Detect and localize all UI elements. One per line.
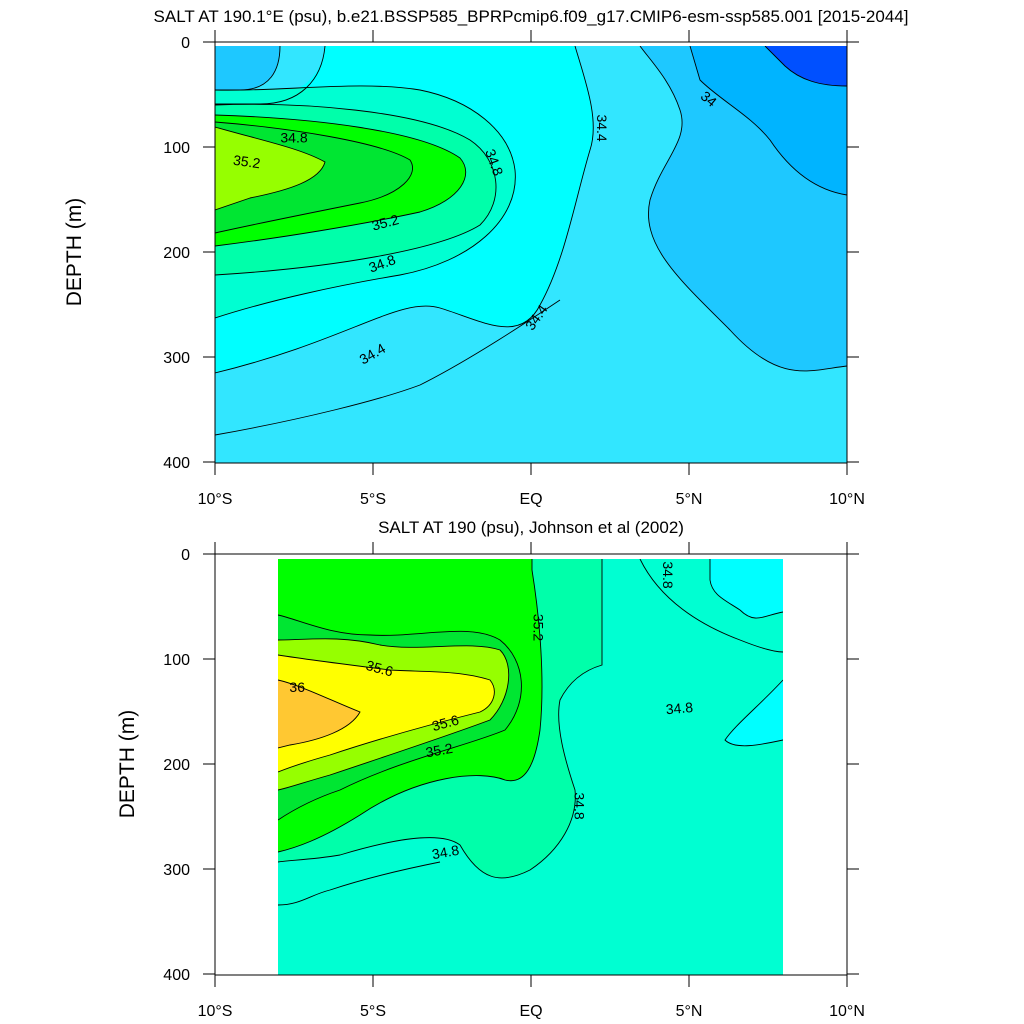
p2-contour — [709, 559, 783, 619]
p1-contour — [639, 46, 847, 372]
p1-xtick-label: 5°N — [676, 491, 703, 508]
p2-xtick-label: 5°S — [360, 1003, 386, 1020]
p1-xtick-label: 10°N — [829, 491, 865, 508]
p2-contour — [278, 638, 510, 791]
p2-region-0a — [710, 559, 783, 619]
contour-label: 35.2 — [424, 740, 454, 761]
p1-contour — [215, 46, 326, 105]
panel-2: SALT AT 190 (psu), Johnson et al (2002) — [116, 518, 865, 1020]
contour-label: 34.8 — [431, 842, 461, 863]
p2-ytick-label: 200 — [163, 757, 190, 774]
p2-contour — [278, 559, 603, 879]
p1-contour — [689, 46, 847, 196]
panel-2-contour-labels: 35.6 36 35.6 35.2 34.8 35.2 34.8 34.8 34.8 — [289, 561, 693, 862]
p1-ytick-label: 400 — [163, 455, 190, 472]
p1-xtick-label: 5°S — [360, 491, 386, 508]
p2-contour — [278, 614, 522, 821]
p1-region-9 — [215, 127, 325, 210]
p2-region-6 — [278, 655, 495, 772]
p1-region-2n — [690, 46, 847, 195]
p2-contour — [278, 654, 495, 773]
p1-region-1a — [215, 46, 280, 90]
p1-contour — [215, 121, 413, 234]
p2-xtick-label: 10°S — [198, 1003, 233, 1020]
p1-xtick-label: 10°S — [198, 491, 233, 508]
p2-ytick-label: 0 — [181, 547, 190, 564]
panel-1: SALT AT 190.1°E (psu), b.e21.BSSP585_BPR… — [63, 7, 908, 508]
p1-region-1n — [765, 46, 847, 86]
contour-label: 34.8 — [660, 561, 676, 588]
contour-label: 35.2 — [370, 211, 401, 234]
p2-ytick-label: 100 — [163, 652, 190, 669]
contour-label: 34.8 — [280, 129, 307, 145]
contour-label: 34.8 — [665, 699, 694, 717]
p1-contour — [215, 46, 281, 91]
contour-label: 35.6 — [364, 657, 395, 680]
contour-label: 36 — [289, 679, 305, 695]
panel-1-y-ticks — [203, 41, 859, 463]
p1-ytick-label: 200 — [163, 245, 190, 262]
contour-label: 34.4 — [594, 114, 610, 141]
p2-ytick-label: 400 — [163, 967, 190, 984]
p2-contour — [278, 861, 441, 906]
contour-label: 34.8 — [572, 792, 588, 819]
contour-label: 35.2 — [531, 614, 547, 641]
p2-contour — [639, 559, 783, 653]
p1-contour — [215, 46, 594, 374]
panel-2-plot — [278, 559, 783, 975]
panel-2-y-ticks — [203, 553, 859, 975]
p1-contour — [215, 85, 516, 319]
p1-ytick-label: 300 — [163, 350, 190, 367]
p1-ytick-label: 0 — [181, 35, 190, 52]
p1-contour — [215, 103, 497, 276]
panel-2-x-ticks — [214, 542, 848, 987]
p1-contour — [764, 46, 847, 87]
p1-contour — [215, 114, 466, 247]
contour-label: 35.6 — [430, 712, 461, 735]
p2-xtick-label: 10°N — [829, 1003, 865, 1020]
p2-contour — [278, 679, 361, 749]
p2-ytick-label: 300 — [163, 862, 190, 879]
p1-ytick-label: 100 — [163, 140, 190, 157]
p2-contour — [724, 679, 783, 747]
p1-contour — [215, 126, 326, 211]
panel-2-ylabel: DEPTH (m) — [116, 710, 139, 819]
p2-xtick-label: 5°N — [676, 1003, 703, 1020]
p2-region-7 — [278, 680, 360, 748]
panel-1-x-ticks — [214, 30, 848, 475]
p2-region-0b — [725, 680, 783, 746]
panel-1-title: SALT AT 190.1°E (psu), b.e21.BSSP585_BPR… — [154, 7, 909, 26]
panel-2-title: SALT AT 190 (psu), Johnson et al (2002) — [378, 518, 684, 537]
panel-1-ylabel: DEPTH (m) — [63, 198, 86, 307]
p1-xtick-label: EQ — [519, 491, 542, 508]
p1-contour — [215, 299, 561, 436]
p2-xtick-label: EQ — [519, 1003, 542, 1020]
p2-contour — [278, 559, 543, 853]
contour-label: 35.2 — [232, 152, 261, 172]
panel-1-plot — [215, 46, 847, 463]
